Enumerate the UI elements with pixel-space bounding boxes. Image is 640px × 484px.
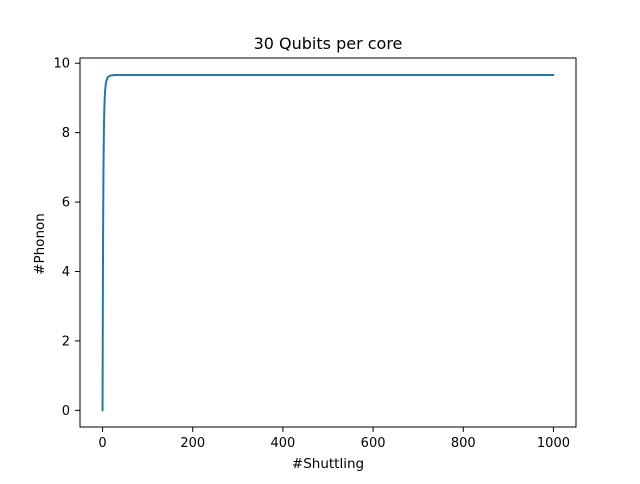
y-tick-label-4: 4 bbox=[62, 265, 70, 280]
plot-area bbox=[80, 58, 576, 427]
x-axis-title: #Shuttling bbox=[292, 456, 364, 472]
x-tick-label-1000: 1000 bbox=[537, 436, 570, 451]
y-tick-label-6: 6 bbox=[62, 196, 70, 211]
axes-frame bbox=[79, 57, 577, 428]
x-tick-label-600: 600 bbox=[361, 436, 386, 451]
y-tick-label-2: 2 bbox=[62, 334, 70, 349]
y-tick-label-8: 8 bbox=[62, 126, 70, 141]
x-tick-label-200: 200 bbox=[180, 436, 205, 451]
y-tick-label-10: 10 bbox=[53, 57, 70, 72]
series-layer bbox=[101, 74, 555, 412]
chart-title: 30 Qubits per core bbox=[254, 34, 403, 53]
axes bbox=[79, 57, 577, 428]
y-tick-label-0: 0 bbox=[62, 404, 70, 419]
x-tick-label-800: 800 bbox=[451, 436, 476, 451]
x-tick-label-400: 400 bbox=[270, 436, 295, 451]
ticks: 0 200 400 600 800 1000 0 2 4 6 8 10 bbox=[53, 57, 570, 451]
plot-background bbox=[80, 58, 576, 427]
x-tick-label-0: 0 bbox=[98, 436, 106, 451]
y-axis-title: #Phonon bbox=[32, 213, 48, 275]
series-line-1 bbox=[101, 74, 555, 412]
